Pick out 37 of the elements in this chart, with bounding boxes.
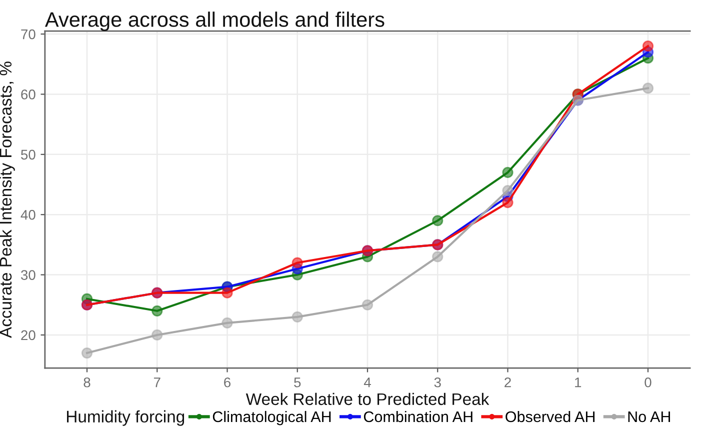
point bbox=[502, 184, 514, 196]
x-tick-label: 2 bbox=[504, 377, 511, 388]
y-tick-label: 20 bbox=[21, 330, 36, 340]
x-tick-label: 8 bbox=[84, 377, 90, 388]
y-tick-label: 70 bbox=[21, 29, 36, 40]
point bbox=[502, 166, 514, 178]
point bbox=[642, 40, 654, 52]
x-tick-label: 6 bbox=[224, 377, 230, 388]
legend-label: Observed AH bbox=[506, 410, 595, 422]
legend-label: Climatological AH bbox=[212, 410, 331, 426]
x-tick-label: 3 bbox=[434, 377, 441, 388]
point bbox=[432, 251, 444, 262]
x-tick-label: 1 bbox=[575, 378, 582, 388]
point bbox=[222, 317, 233, 328]
y-tick-label: 50 bbox=[21, 150, 36, 160]
point bbox=[292, 257, 303, 268]
point bbox=[152, 305, 163, 316]
y-tick-label: 30 bbox=[20, 270, 36, 280]
legend-title: Humidity forcing bbox=[67, 410, 184, 426]
chart-title: Average across all models and filters bbox=[44, 12, 384, 32]
point bbox=[152, 329, 163, 341]
x-axis-title: Week Relative to Predicted Peak bbox=[246, 392, 490, 406]
point bbox=[81, 347, 93, 359]
y-tick-label: 60 bbox=[21, 90, 36, 100]
point bbox=[642, 82, 654, 94]
x-tick-label: 7 bbox=[154, 378, 160, 388]
x-tick-label: 4 bbox=[364, 378, 371, 388]
point bbox=[222, 287, 233, 298]
x-tick-label: 0 bbox=[644, 377, 652, 388]
point bbox=[292, 311, 303, 322]
legend-label: Combination AH bbox=[364, 410, 472, 422]
point bbox=[362, 299, 374, 310]
point bbox=[502, 197, 514, 208]
y-tick-label: 40 bbox=[20, 210, 36, 220]
legend-label: No AH bbox=[628, 412, 670, 422]
point bbox=[432, 215, 444, 226]
x-tick-label: 5 bbox=[294, 378, 301, 388]
